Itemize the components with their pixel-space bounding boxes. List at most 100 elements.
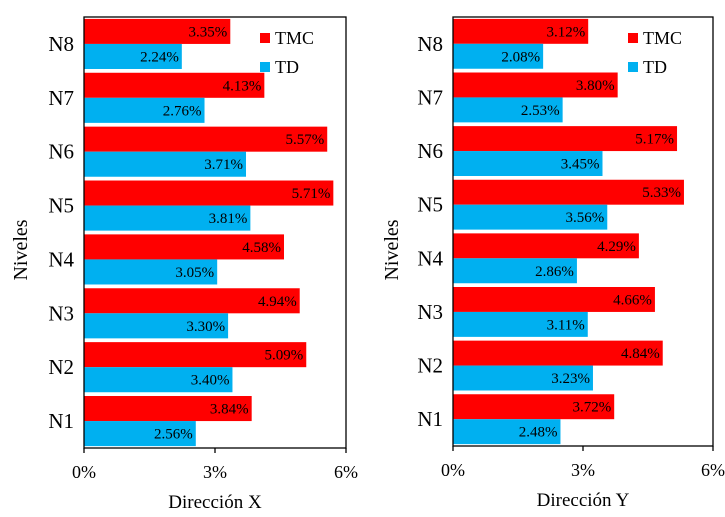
panel-1-tmc-bar-n5 xyxy=(84,180,334,206)
panel-2-td-data-label-n8: 2.08% xyxy=(501,49,540,65)
panel-1-td-bar-n7 xyxy=(84,97,205,123)
panel-1-category-label-n7: N7 xyxy=(48,86,74,110)
panel-1-td-data-label-n1: 2.56% xyxy=(154,427,193,443)
panel-1-td-bar-n4 xyxy=(84,259,218,285)
panel-2-category-label-n7: N7 xyxy=(417,85,443,109)
panel-2-tmc-data-label-n8: 3.12% xyxy=(546,24,585,40)
panel-2-category-label-n3: N3 xyxy=(417,300,443,324)
panel-2-td-bar-n5 xyxy=(453,204,608,230)
panel-2-category-label-n1: N1 xyxy=(417,407,443,431)
panel-1-category-label-n3: N3 xyxy=(48,301,74,325)
panel-1-legend-swatch-tmc xyxy=(260,33,270,43)
panel-1-td-data-label-n2: 3.40% xyxy=(191,373,230,389)
panel-1-legend-swatch-td xyxy=(260,62,270,72)
panel-1-x-tick-label-0: 0% xyxy=(72,462,96,482)
panel-2-tmc-data-label-n4: 4.29% xyxy=(597,239,636,255)
panel-1-tmc-bar-n8 xyxy=(84,18,231,44)
panel-1-legend-label-tmc: TMC xyxy=(275,28,314,48)
panel-1-td-data-label-n8: 2.24% xyxy=(140,49,179,65)
panel-1-category-label-n6: N6 xyxy=(48,140,74,164)
panel-2-td-data-label-n3: 3.11% xyxy=(547,317,585,333)
panel-2-tmc-bar-n2 xyxy=(453,340,663,366)
panel-2-tmc-bar-n7 xyxy=(453,72,618,98)
panel-2-td-data-label-n1: 2.48% xyxy=(519,425,558,441)
panel-2-category-label-n6: N6 xyxy=(417,139,443,163)
panel-1-tmc-data-label-n6: 5.57% xyxy=(285,132,324,148)
panel-1-tmc-bar-n2 xyxy=(84,342,307,368)
panel-1-x-tick-label-2: 6% xyxy=(334,462,358,482)
panel-2-category-label-n2: N2 xyxy=(417,354,443,378)
panel-1-td-bar-n2 xyxy=(84,367,233,393)
panel-1-tmc-bar-n7 xyxy=(84,72,265,98)
panel-1-tmc-data-label-n4: 4.58% xyxy=(242,240,281,256)
panel-2-x-tick-label-1: 3% xyxy=(571,460,595,480)
panel-2-category-label-n8: N8 xyxy=(417,32,443,56)
panel-1-tmc-data-label-n7: 4.13% xyxy=(223,78,262,94)
panel-1-tmc-data-label-n5: 5.71% xyxy=(292,186,331,202)
panel-2-tmc-data-label-n6: 5.17% xyxy=(635,132,674,148)
panel-1-tmc-bar-n4 xyxy=(84,234,284,260)
panel-2-td-bar-n4 xyxy=(453,258,577,284)
panel-1-category-label-n4: N4 xyxy=(48,247,74,271)
panel-2-legend-label-tmc: TMC xyxy=(643,28,682,48)
panel-2-x-tick-label-0: 0% xyxy=(441,460,465,480)
panel-2-td-bar-n8 xyxy=(453,43,544,69)
panel-2-tmc-bar-n6 xyxy=(453,126,678,152)
panel-1-td-data-label-n4: 3.05% xyxy=(175,265,214,281)
panel-1-td-bar-n1 xyxy=(84,421,196,447)
panel-1-tmc-bar-n3 xyxy=(84,288,300,314)
panel-1-tmc-data-label-n2: 5.09% xyxy=(265,348,304,364)
panel-1-tmc-data-label-n1: 3.84% xyxy=(210,402,249,418)
panel-1-category-label-n1: N1 xyxy=(48,409,74,433)
panel-1-category-label-n5: N5 xyxy=(48,194,74,218)
panel-1-td-data-label-n3: 3.30% xyxy=(186,319,225,335)
panel-2-tmc-bar-n3 xyxy=(453,287,655,312)
panel-2-legend-swatch-td xyxy=(628,62,638,72)
panel-2-td-data-label-n4: 2.86% xyxy=(535,264,574,280)
panel-2-legend-label-td: TD xyxy=(643,57,667,77)
panel-2-tmc-data-label-n5: 5.33% xyxy=(642,185,681,201)
panel-1-tmc-bar-n1 xyxy=(84,396,252,422)
panel-1-y-axis-title: Niveles xyxy=(10,219,32,280)
panel-1-td-bar-n3 xyxy=(84,313,229,339)
panel-1-td-data-label-n6: 3.71% xyxy=(204,157,243,173)
panel-1-tmc-bar-n6 xyxy=(84,126,328,152)
panel-2-td-bar-n6 xyxy=(453,151,603,176)
panel-2-td-bar-n7 xyxy=(453,97,563,123)
panel-2-td-data-label-n6: 3.45% xyxy=(561,157,600,173)
panel-2-tmc-bar-n4 xyxy=(453,233,639,259)
panel-1-x-axis-title: Dirección X xyxy=(168,492,262,512)
panel-2-td-data-label-n7: 2.53% xyxy=(521,103,560,119)
panel-1-td-bar-n5 xyxy=(84,205,251,231)
panel-2-category-label-n4: N4 xyxy=(417,246,443,270)
panel-2-td-bar-n1 xyxy=(453,419,561,445)
panel-2-tmc-bar-n1 xyxy=(453,394,615,420)
panel-2-x-axis-title: Dirección Y xyxy=(537,490,630,511)
panel-1-x-tick-label-1: 3% xyxy=(203,462,227,482)
panel-2-y-axis-title: Niveles xyxy=(381,219,403,280)
panel-2-legend-swatch-tmc xyxy=(628,33,638,43)
panel-2-td-bar-n2 xyxy=(453,365,593,391)
panel-1-category-label-n8: N8 xyxy=(48,32,74,56)
panel-2-tmc-data-label-n1: 3.72% xyxy=(572,400,611,416)
panel-2-tmc-bar-n8 xyxy=(453,18,589,44)
panel-2-category-label-n5: N5 xyxy=(417,193,443,217)
panel-1-legend-label-td: TD xyxy=(275,57,299,77)
panel-1-tmc-data-label-n3: 4.94% xyxy=(258,294,297,310)
panel-2-tmc-data-label-n3: 4.66% xyxy=(613,292,652,308)
panel-2-tmc-data-label-n2: 4.84% xyxy=(621,346,660,362)
panel-2-tmc-bar-n5 xyxy=(453,179,684,205)
panel-2-td-data-label-n2: 3.23% xyxy=(551,371,590,387)
panel-2-tmc-data-label-n7: 3.80% xyxy=(576,78,615,94)
panel-1-td-bar-n8 xyxy=(84,43,182,69)
panel-2-td-data-label-n5: 3.56% xyxy=(566,210,605,226)
panel-1-td-data-label-n5: 3.81% xyxy=(209,211,248,227)
panel-2-td-bar-n3 xyxy=(453,311,588,337)
panel-1-td-bar-n6 xyxy=(84,151,247,177)
panel-1-category-label-n2: N2 xyxy=(48,355,74,379)
panel-1-tmc-data-label-n8: 3.35% xyxy=(189,24,228,40)
panel-1-td-data-label-n7: 2.76% xyxy=(163,103,202,119)
panel-2-x-tick-label-2: 6% xyxy=(701,460,725,480)
